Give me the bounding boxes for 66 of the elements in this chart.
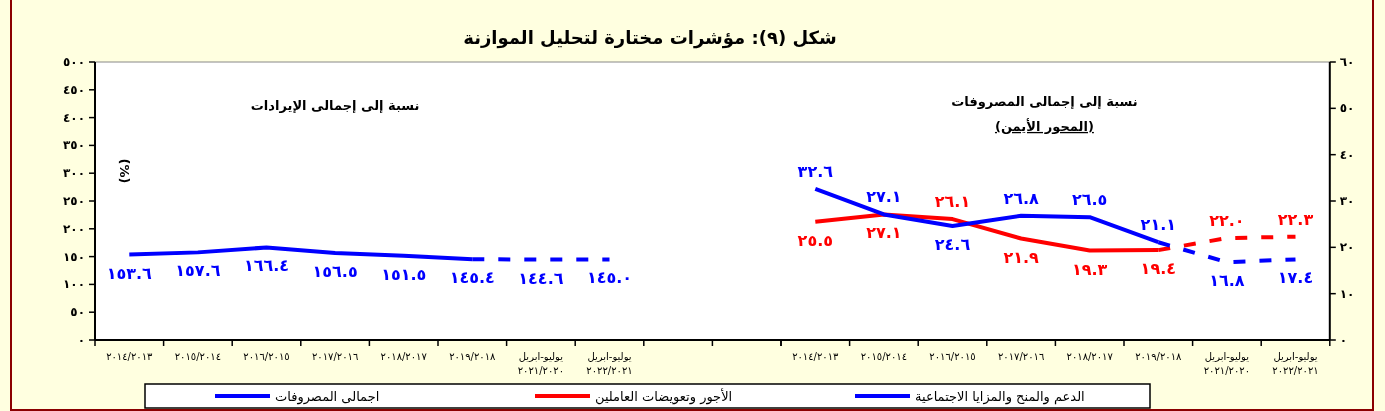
y-tick-label: ١٠: [1339, 286, 1355, 301]
data-label: ٢٦.٥: [1072, 190, 1108, 210]
y-tick-label: ٣٥٠: [63, 138, 85, 153]
x-tick-label: ٢٠١٦/٢٠١٥: [929, 351, 976, 362]
y-tick-label: ٤٥٠: [63, 82, 85, 97]
data-label: ١٥١.٥: [381, 264, 427, 284]
data-label: ٢١.١: [1140, 215, 1176, 235]
data-label: ٢٥.٥: [797, 230, 833, 250]
chart-title: شكل (٩): مؤشرات مختارة لتحليل الموازنة: [463, 27, 837, 49]
y-tick-label: ٠: [77, 333, 85, 347]
data-label: ٣٢.٦: [797, 161, 834, 181]
legend-label: الدعم والمنح والمزايا الاجتماعية: [915, 389, 1085, 405]
data-label: ١٤٤.٦: [518, 268, 564, 288]
x-tick-label: ٢٠١٩/٢٠١٨: [1135, 351, 1183, 362]
y-tick-label: ٥٠٠: [63, 55, 85, 69]
data-label: ٢٧.١: [866, 187, 902, 207]
y-tick-label: ٢٥٠: [63, 194, 85, 208]
legend-label: الأجور وتعويضات العاملين: [595, 388, 733, 405]
data-label: ١٦٦.٤: [243, 256, 290, 276]
y-tick-label: ٠: [1339, 333, 1348, 347]
legend-label: اجمالى المصروفات: [275, 389, 380, 405]
data-label: ١٩.٤: [1140, 259, 1176, 279]
data-label: ٢٧.١: [866, 223, 902, 243]
data-label: ١٤٥.٤: [449, 268, 495, 288]
x-tick-label: ٢٠١٨/٢٠١٧: [1066, 351, 1114, 362]
y-tick-label: ٢٠: [1339, 240, 1355, 255]
x-tick-label: ٢٠١٤/٢٠١٣: [106, 351, 154, 362]
data-label: ٢٢.٣: [1277, 209, 1314, 229]
data-label: ١٥٧.٦: [175, 261, 221, 281]
y-tick-label: ٤٠: [1339, 147, 1355, 162]
x-tick-label: ٢٠١٨/٢٠١٧: [380, 351, 428, 362]
y-tick-label: ١٥٠: [63, 249, 85, 264]
x-tick-label: يوليو-ابريل ٢٠٢٢/٢٠٢١: [586, 351, 633, 376]
data-label: ٢٦.٨: [1003, 188, 1040, 208]
data-label: ٢٦.١: [934, 192, 971, 212]
y-tick-label: ١٠٠: [63, 277, 85, 292]
data-label: ٢١.٩: [1003, 247, 1040, 267]
x-tick-label: ٢٠١٥/٢٠١٤: [174, 351, 222, 362]
annotation: نسبة إلى إجمالى الإيرادات: [250, 98, 420, 114]
y-tick-label: ٥٠: [1339, 101, 1355, 116]
annotation: (المحور الأيمن): [994, 117, 1094, 134]
y-tick-label: ٥٠: [70, 305, 85, 320]
annotation: نسبة إلى إجمالى المصروفات: [951, 93, 1138, 109]
data-label: ١٧.٤: [1277, 268, 1314, 288]
x-tick-label: يوليو-ابريل ٢٠٢٢/٢٠٢١: [1272, 351, 1319, 376]
y-tick-label: ٣٠: [1339, 194, 1355, 208]
y-tick-label: ٤٠٠: [63, 110, 85, 125]
data-label: ٢٤.٦: [934, 235, 971, 255]
x-tick-label: ٢٠١٤/٢٠١٣: [792, 351, 840, 362]
y-tick-label: ٣٠٠: [63, 166, 85, 181]
data-label: ١٩.٣: [1072, 259, 1108, 279]
data-label: ١٦.٨: [1209, 271, 1245, 291]
y-tick-label: ٦٠: [1339, 55, 1355, 69]
x-tick-label: ٢٠١٦/٢٠١٥: [243, 351, 290, 362]
data-label: ٢٢.٠: [1209, 211, 1245, 231]
data-label: ١٤٥.٠: [586, 268, 633, 288]
x-tick-label: ٢٠١٧/٢٠١٦: [311, 351, 359, 362]
x-tick-label: ٢٠١٩/٢٠١٨: [449, 351, 497, 362]
y-axis-title: (%): [117, 158, 132, 184]
x-tick-label: ٢٠١٧/٢٠١٦: [997, 351, 1045, 362]
x-tick-label: يوليو-ابريل ٢٠٢١/٢٠٢٠: [517, 351, 565, 376]
data-label: ١٥٦.٥: [312, 261, 358, 281]
data-label: ١٥٣.٦: [106, 263, 153, 283]
x-tick-label: يوليو-ابريل ٢٠٢١/٢٠٢٠: [1203, 351, 1251, 376]
x-tick-label: ٢٠١٥/٢٠١٤: [860, 351, 908, 362]
y-tick-label: ٢٠٠: [63, 221, 85, 236]
